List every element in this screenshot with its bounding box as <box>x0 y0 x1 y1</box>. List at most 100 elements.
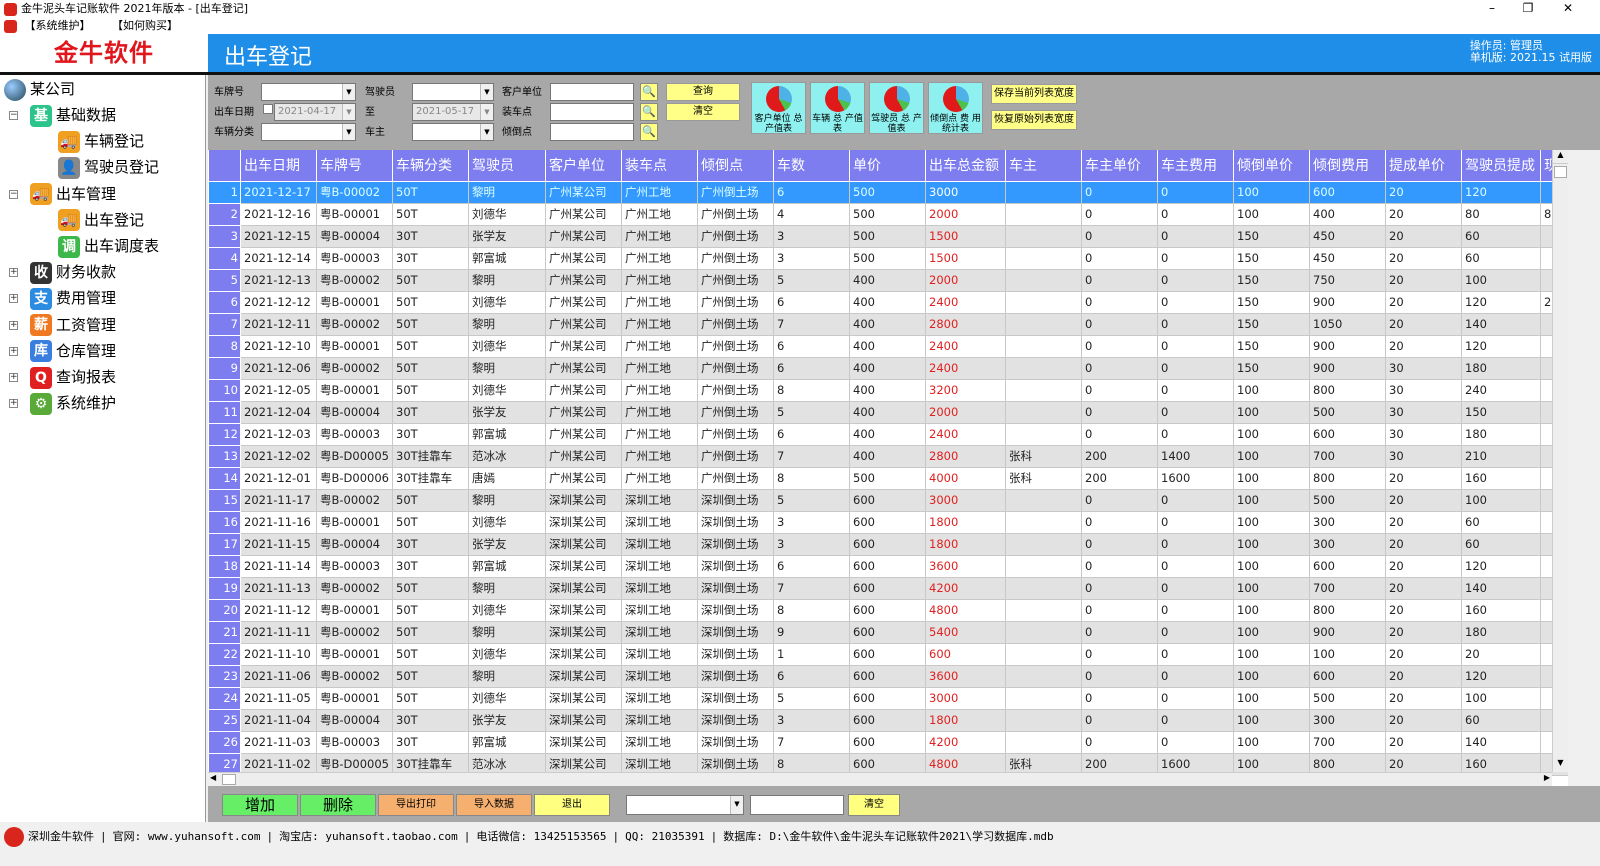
table-cell[interactable]: 5 <box>773 686 850 710</box>
table-cell[interactable]: 广州工地 <box>621 422 698 446</box>
table-cell[interactable]: 7 <box>773 730 850 754</box>
table-cell[interactable]: 深圳倒土场 <box>697 620 774 644</box>
table-cell[interactable]: 20 <box>1385 752 1462 776</box>
table-cell[interactable]: 深圳某公司 <box>545 642 622 666</box>
scroll-right-icon[interactable]: ▶ <box>1543 773 1550 782</box>
scroll-left-icon[interactable]: ◀ <box>210 773 217 782</box>
table-cell[interactable]: 广州倒土场 <box>697 246 774 270</box>
import-button[interactable]: 导入数据 <box>456 794 532 816</box>
table-cell[interactable]: 600 <box>849 576 926 600</box>
date-checkbox[interactable] <box>263 104 273 114</box>
table-row[interactable]: 27 2021-11-02 粤B-D00005 30T挂靠车 范冰冰 深圳某公司 深圳工地深… <box>208 752 1568 776</box>
table-cell[interactable]: 100 <box>1233 180 1310 204</box>
table-row[interactable]: 5 2021-12-13 粤B-00002 50T 黎明 广州某公司 广州工地 广州倒土场 5 4… <box>208 268 1568 292</box>
table-cell[interactable]: 广州倒土场 <box>697 422 774 446</box>
table-cell[interactable]: 2021-12-03 <box>240 422 317 446</box>
table-cell[interactable]: 50T <box>392 290 469 314</box>
table-cell[interactable]: 2021-12-15 <box>240 224 317 248</box>
tree-item[interactable]: 🚚 出车管理 <box>30 182 116 206</box>
table-cell[interactable]: 深圳某公司 <box>545 730 622 754</box>
table-cell[interactable]: 粤B-00001 <box>316 510 393 534</box>
table-cell[interactable]: 100 <box>1233 620 1310 644</box>
table-cell[interactable]: 1050 <box>1309 312 1386 336</box>
table-cell[interactable]: 2021-12-13 <box>240 268 317 292</box>
table-cell[interactable]: 深圳工地 <box>621 510 698 534</box>
table-row[interactable]: 23 2021-11-06 粤B-00002 50T 黎明 深圳某公司 深圳工地 深圳倒土场 6… <box>208 664 1568 688</box>
expand-toggle-icon[interactable]: + <box>9 267 18 278</box>
table-cell[interactable]: 600 <box>1309 664 1386 688</box>
column-header[interactable]: 倾倒费用 <box>1309 150 1386 182</box>
table-cell[interactable]: 广州倒土场 <box>697 466 774 490</box>
table-cell[interactable]: 600 <box>849 554 926 578</box>
table-cell[interactable]: 100 <box>1233 598 1310 622</box>
row-number[interactable]: 2 <box>208 202 241 226</box>
table-cell[interactable]: 2021-12-12 <box>240 290 317 314</box>
table-cell[interactable]: 深圳某公司 <box>545 664 622 688</box>
table-cell[interactable]: 100 <box>1233 202 1310 226</box>
table-cell[interactable]: 8 <box>773 752 850 776</box>
table-cell[interactable]: 50T <box>392 202 469 226</box>
table-cell[interactable]: 广州某公司 <box>545 180 622 204</box>
table-cell[interactable]: 150 <box>1233 356 1310 380</box>
table-cell[interactable]: 粤B-D00005 <box>316 752 393 776</box>
table-cell[interactable]: 2000 <box>925 400 1006 424</box>
table-cell[interactable]: 700 <box>1309 576 1386 600</box>
row-number[interactable]: 13 <box>208 444 241 468</box>
table-cell[interactable]: 0 <box>1157 334 1234 358</box>
table-cell[interactable]: 500 <box>849 224 926 248</box>
customer-input[interactable] <box>550 83 634 101</box>
plate-select[interactable]: ▼ <box>261 83 356 101</box>
column-header[interactable]: 装车点 <box>621 150 698 182</box>
table-cell[interactable]: 100 <box>1233 708 1310 732</box>
table-cell[interactable]: 广州某公司 <box>545 422 622 446</box>
search-customer-button[interactable]: 🔍 <box>640 83 658 101</box>
table-cell[interactable]: 深圳某公司 <box>545 620 622 644</box>
column-header[interactable]: 车主单价 <box>1081 150 1158 182</box>
add-button[interactable]: 增加 <box>222 794 298 816</box>
table-cell[interactable]: 100 <box>1233 642 1310 666</box>
table-cell[interactable]: 广州工地 <box>621 246 698 270</box>
table-cell[interactable]: 30T <box>392 730 469 754</box>
tree-item[interactable]: 🚚 车辆登记 <box>58 129 144 153</box>
table-cell[interactable]: 200 <box>1081 752 1158 776</box>
table-cell[interactable]: 广州倒土场 <box>697 334 774 358</box>
table-cell[interactable]: 广州倒土场 <box>697 378 774 402</box>
table-cell[interactable]: 粤B-00002 <box>316 180 393 204</box>
table-cell[interactable]: 900 <box>1309 334 1386 358</box>
table-cell[interactable]: 600 <box>1309 180 1386 204</box>
table-cell[interactable] <box>1005 730 1082 754</box>
table-cell[interactable]: 600 <box>849 620 926 644</box>
table-cell[interactable]: 100 <box>1461 488 1541 512</box>
table-cell[interactable]: 30 <box>1385 444 1462 468</box>
table-cell[interactable]: 广州倒土场 <box>697 180 774 204</box>
table-cell[interactable]: 广州某公司 <box>545 246 622 270</box>
column-header[interactable]: 车主 <box>1005 150 1082 182</box>
table-cell[interactable]: 0 <box>1081 642 1158 666</box>
table-cell[interactable]: 粤B-00001 <box>316 202 393 226</box>
row-number[interactable]: 24 <box>208 686 241 710</box>
row-number[interactable]: 16 <box>208 510 241 534</box>
table-cell[interactable]: 100 <box>1233 576 1310 600</box>
table-cell[interactable]: 20 <box>1385 532 1462 556</box>
driver-select[interactable]: ▼ <box>412 83 494 101</box>
table-cell[interactable]: 600 <box>849 752 926 776</box>
table-cell[interactable]: 0 <box>1157 620 1234 644</box>
row-number[interactable]: 22 <box>208 642 241 666</box>
table-cell[interactable]: 120 <box>1461 334 1541 358</box>
category-select[interactable]: ▼ <box>261 123 356 141</box>
table-cell[interactable]: 深圳工地 <box>621 686 698 710</box>
table-cell[interactable]: 500 <box>849 180 926 204</box>
table-cell[interactable]: 150 <box>1233 246 1310 270</box>
table-cell[interactable]: 0 <box>1157 290 1234 314</box>
column-header[interactable]: 车数 <box>773 150 850 182</box>
table-cell[interactable]: 0 <box>1081 488 1158 512</box>
table-cell[interactable]: 深圳倒土场 <box>697 510 774 534</box>
owner-select[interactable]: ▼ <box>412 123 494 141</box>
table-cell[interactable]: 粤B-00003 <box>316 422 393 446</box>
table-cell[interactable]: 粤B-00002 <box>316 576 393 600</box>
table-cell[interactable]: 2021-11-15 <box>240 532 317 556</box>
tree-item[interactable]: 调出车调度表 <box>58 234 159 258</box>
table-cell[interactable]: 广州某公司 <box>545 466 622 490</box>
table-cell[interactable]: 广州倒土场 <box>697 444 774 468</box>
table-cell[interactable]: 400 <box>849 334 926 358</box>
